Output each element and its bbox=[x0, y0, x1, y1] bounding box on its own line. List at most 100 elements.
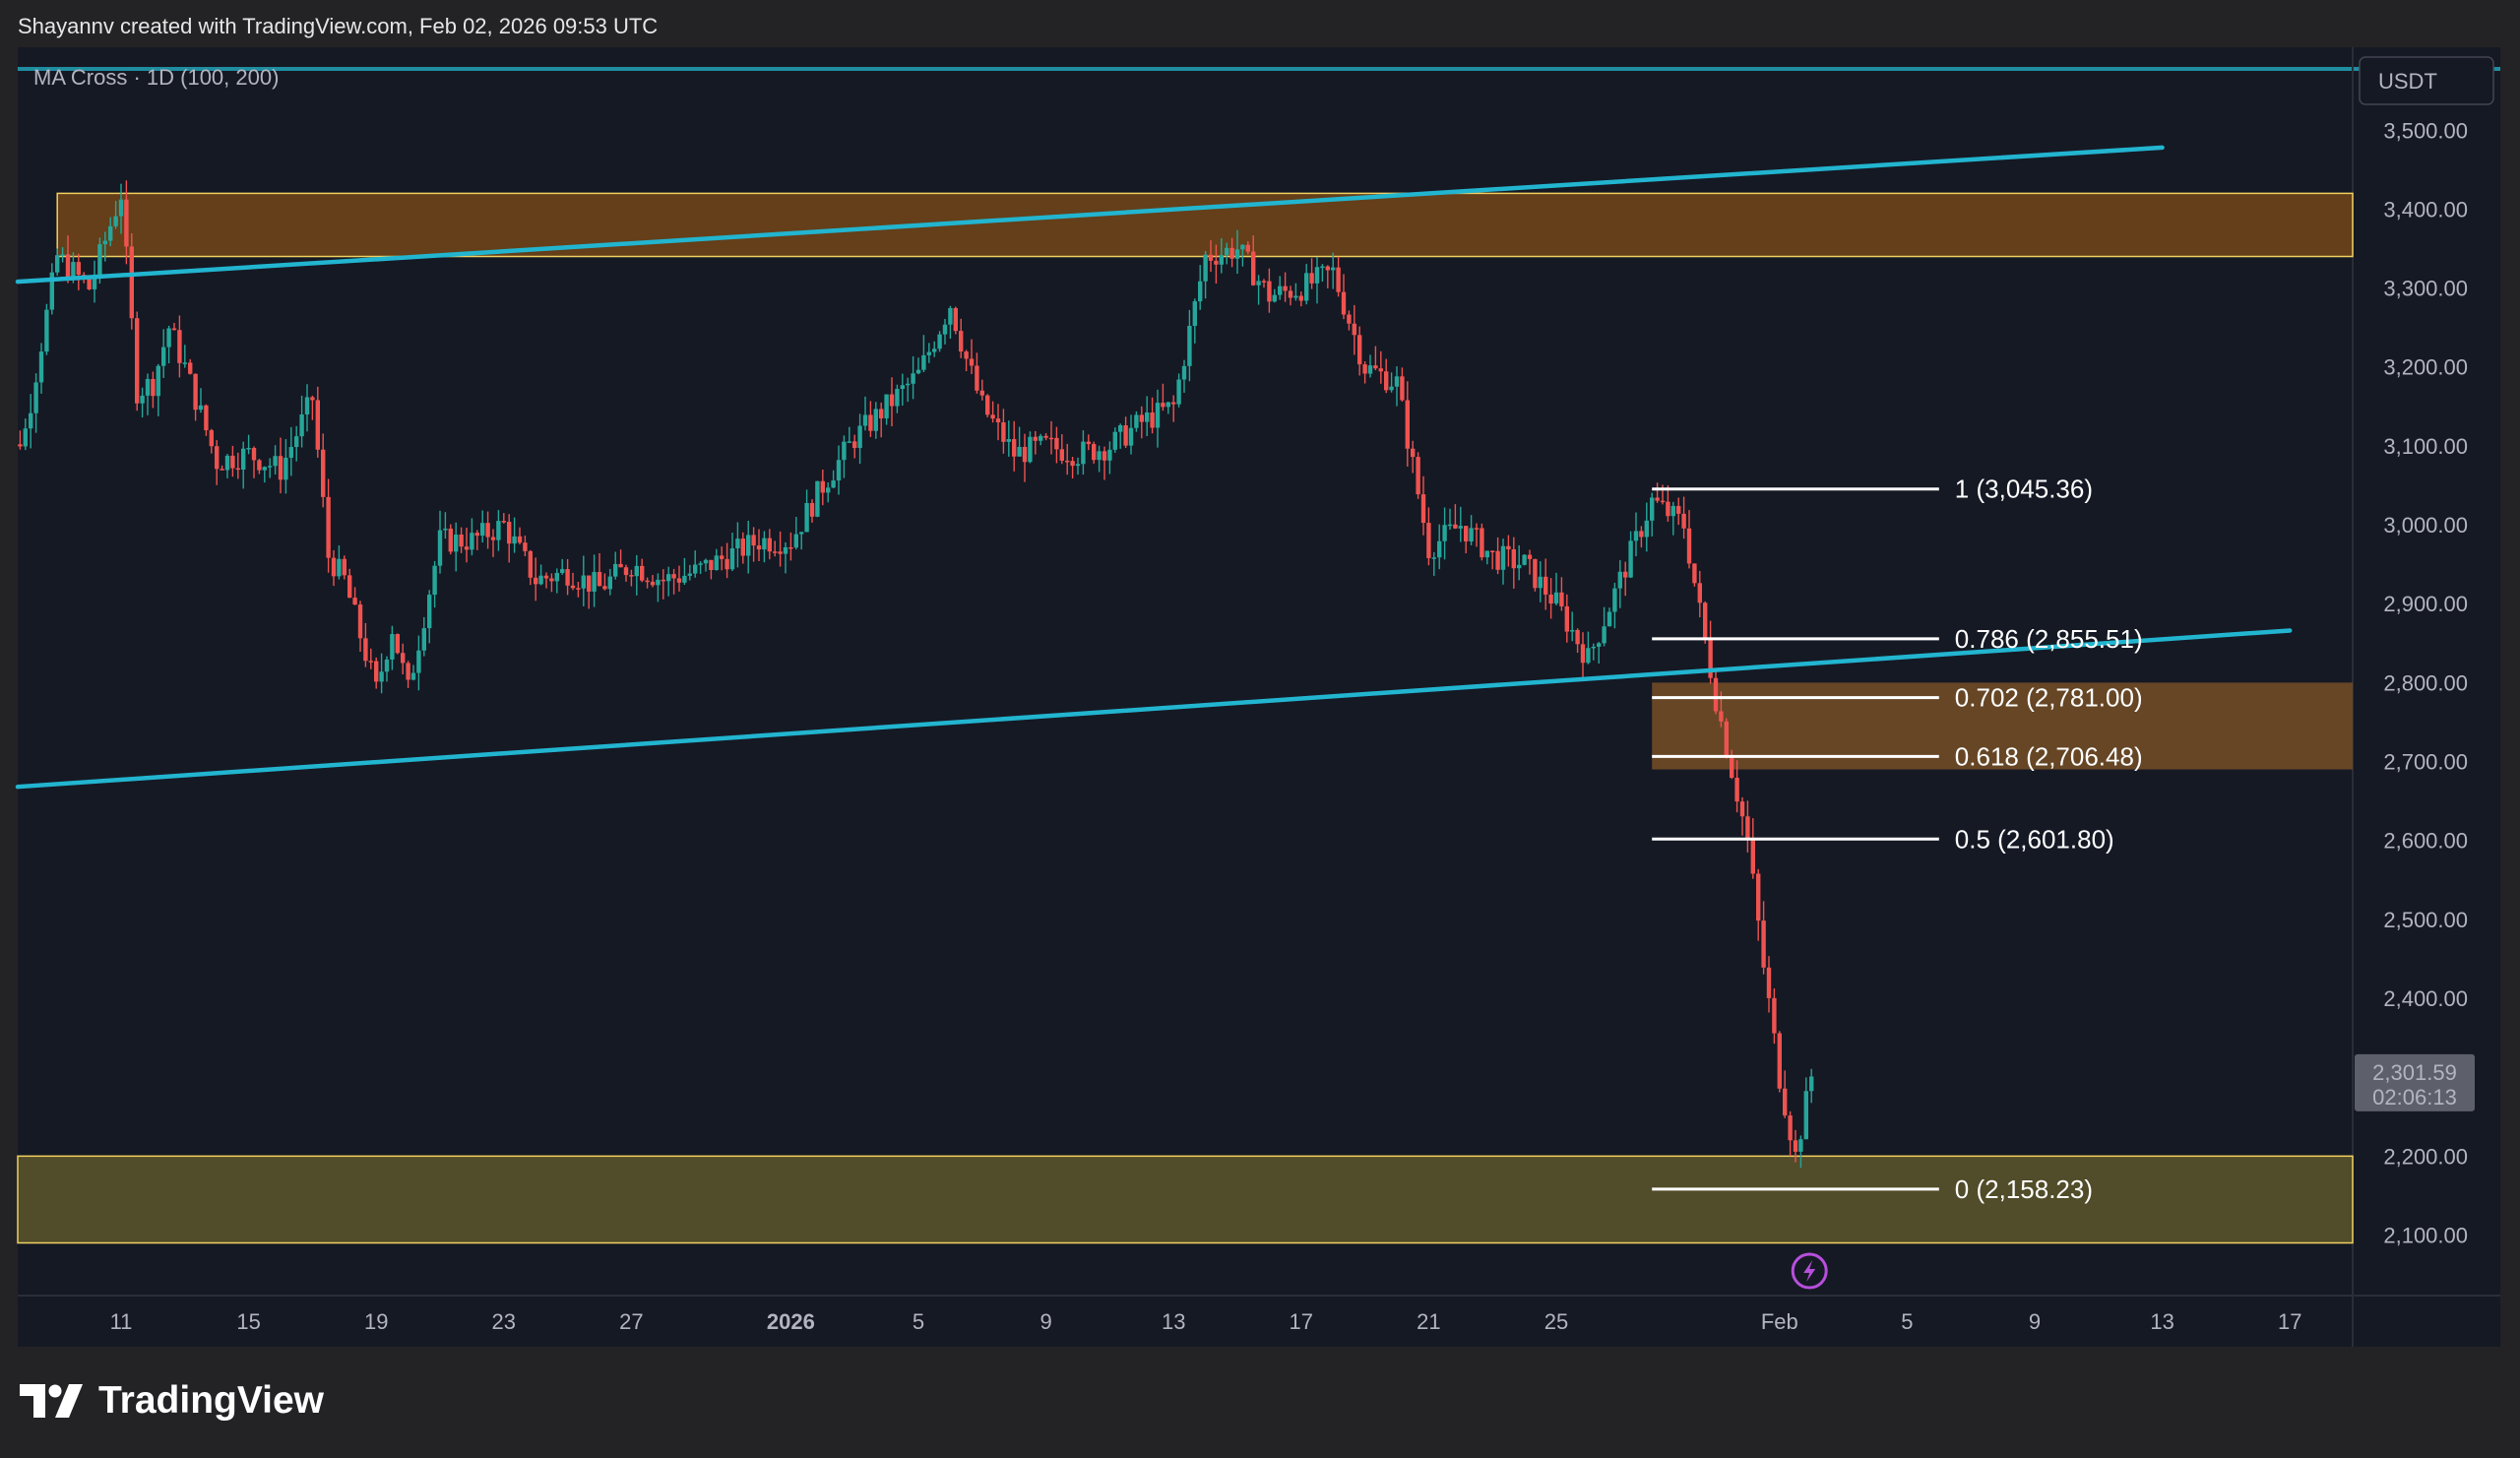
candle-body bbox=[847, 441, 851, 443]
candle-body bbox=[682, 575, 687, 583]
candle-body bbox=[687, 573, 692, 576]
candle-body bbox=[342, 558, 346, 576]
candle-body bbox=[198, 405, 204, 411]
candle-body bbox=[188, 362, 193, 374]
candle-body bbox=[1112, 431, 1117, 450]
candle-body bbox=[1655, 497, 1660, 501]
candle-body bbox=[1490, 550, 1495, 553]
candle-body bbox=[1586, 648, 1591, 664]
candle-body bbox=[852, 441, 857, 448]
currency-label[interactable]: USDT bbox=[2378, 69, 2437, 94]
time-tick-label: 13 bbox=[1162, 1309, 1185, 1334]
time-tick-label: 11 bbox=[110, 1309, 133, 1334]
candle-body bbox=[517, 536, 523, 543]
candle-body bbox=[762, 538, 767, 550]
candle-body bbox=[1660, 500, 1666, 503]
candle-body bbox=[1724, 721, 1729, 757]
candle-body bbox=[1447, 524, 1453, 527]
candle-body bbox=[156, 365, 160, 397]
candle-body bbox=[454, 534, 459, 552]
candle-body bbox=[1692, 563, 1697, 584]
candle-body bbox=[767, 538, 772, 552]
candle-body bbox=[623, 567, 629, 576]
axes: 2,100.002,200.002,300.002,400.002,500.00… bbox=[110, 56, 2494, 1334]
candle-body bbox=[724, 558, 729, 570]
candle-body bbox=[1166, 402, 1170, 408]
candle-body bbox=[1145, 412, 1150, 422]
price-tick-label: 3,500.00 bbox=[2383, 118, 2468, 143]
candle-body bbox=[1081, 441, 1086, 465]
candle-body bbox=[65, 254, 71, 279]
candle-body bbox=[443, 528, 448, 531]
lightning-icon[interactable] bbox=[1791, 1252, 1828, 1290]
candle-body bbox=[1453, 524, 1458, 529]
candle-body bbox=[1639, 531, 1644, 538]
time-tick-label: 21 bbox=[1417, 1309, 1440, 1334]
candle-body bbox=[304, 397, 310, 415]
candle-body bbox=[661, 579, 665, 582]
candle-body bbox=[1750, 838, 1755, 874]
support-zone bbox=[17, 1155, 2354, 1244]
candle-body bbox=[1086, 441, 1091, 445]
price-tick-label: 3,100.00 bbox=[2383, 434, 2468, 459]
candle-body bbox=[1256, 281, 1261, 285]
candle-body bbox=[1484, 550, 1489, 558]
candle-body bbox=[177, 330, 182, 363]
candle-body bbox=[900, 385, 905, 390]
candle-body bbox=[666, 574, 671, 582]
candle-body bbox=[1097, 451, 1102, 461]
candle-body bbox=[262, 467, 267, 471]
candle-body bbox=[1670, 505, 1675, 517]
candle-body bbox=[1006, 439, 1011, 442]
candle-body bbox=[1606, 611, 1612, 627]
candle-body bbox=[1676, 505, 1681, 514]
candle-body bbox=[1644, 520, 1649, 538]
candle-body bbox=[1161, 403, 1166, 408]
candle-body bbox=[1548, 594, 1553, 604]
candle-body bbox=[857, 425, 862, 448]
candle-body bbox=[645, 580, 650, 583]
candle-body bbox=[1283, 285, 1288, 291]
resistance-zone bbox=[56, 192, 2354, 258]
candle-body bbox=[597, 572, 602, 587]
candle-body bbox=[230, 455, 235, 469]
candle-body bbox=[1783, 1088, 1788, 1116]
indicator-legend[interactable]: MA Cross · 1D (100, 200) bbox=[33, 65, 279, 90]
candle-body bbox=[1777, 1033, 1782, 1089]
candle-body bbox=[1267, 281, 1272, 302]
candle-body bbox=[1336, 267, 1341, 292]
candle-body bbox=[1681, 513, 1686, 529]
candle-body bbox=[135, 318, 140, 404]
candle-body bbox=[1171, 402, 1176, 405]
candle-body bbox=[1251, 251, 1256, 285]
candle-body bbox=[1128, 427, 1134, 446]
candle-body bbox=[459, 534, 464, 547]
candle-body bbox=[703, 559, 709, 564]
candle-body bbox=[49, 272, 54, 310]
candle-body bbox=[915, 369, 921, 374]
candle-body bbox=[729, 547, 735, 570]
candle-body bbox=[528, 550, 533, 578]
candle-body bbox=[1416, 457, 1420, 495]
candle-body bbox=[1411, 448, 1416, 458]
candle-body bbox=[1575, 629, 1580, 645]
candle-body bbox=[257, 460, 262, 471]
candle-body bbox=[352, 598, 357, 605]
tradingview-logo[interactable]: TradingView bbox=[20, 1376, 324, 1426]
candle-body bbox=[1474, 528, 1480, 530]
candle-body bbox=[587, 575, 592, 592]
candle-body bbox=[1803, 1091, 1808, 1140]
candle-body bbox=[416, 650, 421, 673]
candle-body bbox=[1389, 386, 1394, 391]
candle-body bbox=[1028, 436, 1033, 463]
candle-body bbox=[38, 351, 44, 383]
candle-body bbox=[932, 349, 937, 352]
candle-body bbox=[815, 480, 820, 517]
candle-body bbox=[953, 307, 958, 332]
candle-body bbox=[1384, 371, 1389, 391]
candle-body bbox=[215, 446, 220, 470]
candle-body bbox=[284, 457, 288, 480]
candle-body bbox=[1181, 365, 1187, 380]
candle-body bbox=[18, 444, 23, 447]
